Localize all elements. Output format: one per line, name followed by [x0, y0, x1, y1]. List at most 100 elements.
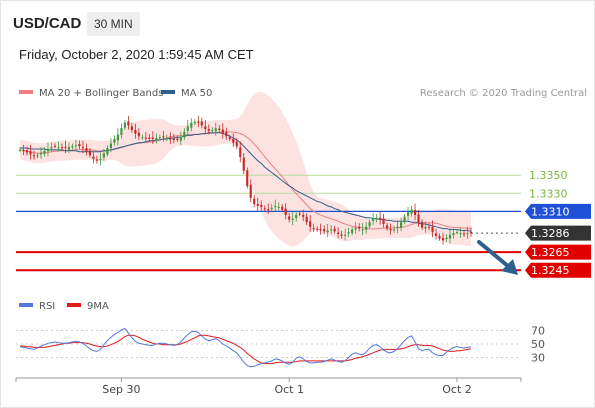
candle-body-96 — [354, 227, 357, 230]
legend-swatch-rsi — [19, 303, 33, 307]
candle-body-64 — [242, 157, 245, 171]
candle-body-26 — [109, 143, 112, 149]
candle-body-30 — [123, 122, 126, 128]
level-label-1: 1.3330 — [529, 187, 568, 200]
candle-body-81 — [302, 215, 305, 217]
candle-body-122 — [445, 237, 448, 239]
candle-body-48 — [186, 126, 189, 131]
candle-body-33 — [134, 129, 137, 134]
candle-body-41 — [162, 136, 165, 138]
rsi-legend: RSI 9MA — [19, 301, 109, 312]
candle-body-103 — [379, 217, 382, 220]
candle-body-27 — [113, 139, 116, 143]
candle-body-28 — [116, 134, 119, 141]
candle-body-40 — [158, 137, 161, 139]
candle-body-59 — [225, 132, 228, 137]
candle-body-18 — [81, 147, 85, 149]
candle-body-68 — [256, 204, 259, 206]
candle-body-97 — [358, 226, 361, 229]
level-badge-3 — [525, 225, 591, 241]
candle-body-114 — [417, 214, 420, 224]
candle-body-127 — [462, 233, 466, 235]
bollinger-band-layer — [20, 92, 471, 247]
candle-body-7 — [43, 150, 46, 154]
candle-body-65 — [246, 170, 249, 187]
candle-body-49 — [190, 122, 193, 128]
candle-body-63 — [239, 147, 242, 158]
candle-body-4 — [32, 155, 36, 157]
time-axis: Sep 30 Oct 1 Oct 2 — [15, 377, 522, 396]
candle-body-46 — [179, 137, 182, 141]
candle-body-17 — [78, 143, 81, 147]
moving-average-layer — [19, 131, 472, 232]
candle-body-71 — [267, 209, 270, 211]
candle-body-128 — [466, 233, 469, 235]
candle-body-62 — [235, 141, 238, 147]
candle-body-16 — [74, 145, 78, 147]
level-label-3: 1.3286 — [531, 227, 570, 240]
candle-body-84 — [312, 228, 315, 230]
candle-body-23 — [99, 158, 102, 161]
candle-body-10 — [53, 145, 57, 147]
candle-body-93 — [344, 234, 347, 236]
time-axis-label-1: Oct 1 — [274, 383, 304, 396]
candle-body-98 — [361, 229, 364, 231]
candle-body-78 — [291, 218, 294, 220]
candle-body-85 — [316, 229, 319, 231]
time-axis-label-2: Oct 2 — [442, 383, 472, 396]
candle-body-2 — [25, 150, 29, 153]
candle-body-112 — [410, 209, 413, 214]
legend-swatch-9ma — [67, 303, 81, 307]
candle-body-110 — [403, 216, 406, 223]
candle-body-20 — [88, 150, 91, 156]
candle-body-0 — [18, 149, 22, 151]
candle-body-55 — [211, 129, 214, 131]
main-legend: MA 20 + Bollinger Bands MA 50 Research ©… — [19, 88, 587, 99]
candle-body-13 — [64, 147, 67, 149]
candle-body-74 — [277, 206, 280, 208]
candle-body-70 — [263, 208, 266, 210]
legend-swatch-ma20 — [19, 90, 33, 94]
candle-body-105 — [386, 225, 389, 229]
candle-body-83 — [309, 221, 312, 227]
candle-body-35 — [141, 137, 144, 139]
rsi-level-label-1: 50 — [531, 338, 545, 351]
candle-body-76 — [284, 208, 287, 215]
level-label-2: 1.3310 — [531, 205, 570, 218]
candle-body-1 — [22, 150, 25, 152]
timeframe-badge[interactable]: 30 MIN — [87, 12, 140, 36]
candle-body-129 — [469, 231, 473, 234]
candle-body-14 — [67, 147, 71, 150]
candle-body-61 — [232, 139, 235, 143]
candle-body-25 — [106, 148, 109, 155]
candle-body-106 — [389, 229, 392, 231]
rsi-level-label-2: 30 — [531, 352, 545, 365]
candles-layer — [18, 115, 473, 245]
candle-body-79 — [295, 215, 298, 219]
candle-body-37 — [148, 137, 151, 139]
candle-body-11 — [57, 147, 60, 149]
level-lines — [16, 174, 521, 272]
candle-body-92 — [340, 234, 343, 236]
candle-body-32 — [130, 126, 133, 130]
candle-body-107 — [393, 229, 396, 231]
rsi-line — [19, 327, 472, 368]
legend-label-rsi: RSI — [39, 301, 55, 312]
candle-body-5 — [36, 155, 39, 157]
candle-body-117 — [427, 226, 431, 228]
candle-body-9 — [50, 147, 53, 149]
rsi-9ma-line — [20, 334, 472, 365]
candle-body-124 — [452, 233, 455, 235]
level-label-5: 1.3245 — [531, 264, 570, 277]
legend-label-ma50: MA 50 — [181, 88, 212, 99]
candle-body-101 — [372, 218, 375, 221]
candle-body-34 — [137, 132, 140, 137]
candle-body-60 — [228, 137, 231, 139]
legend-swatch-ma50 — [161, 90, 175, 94]
candle-body-109 — [400, 222, 403, 228]
candle-body-42 — [165, 138, 168, 140]
level-label-4: 1.3265 — [531, 246, 570, 259]
ma50-line — [20, 132, 472, 232]
candle-body-66 — [249, 184, 252, 198]
